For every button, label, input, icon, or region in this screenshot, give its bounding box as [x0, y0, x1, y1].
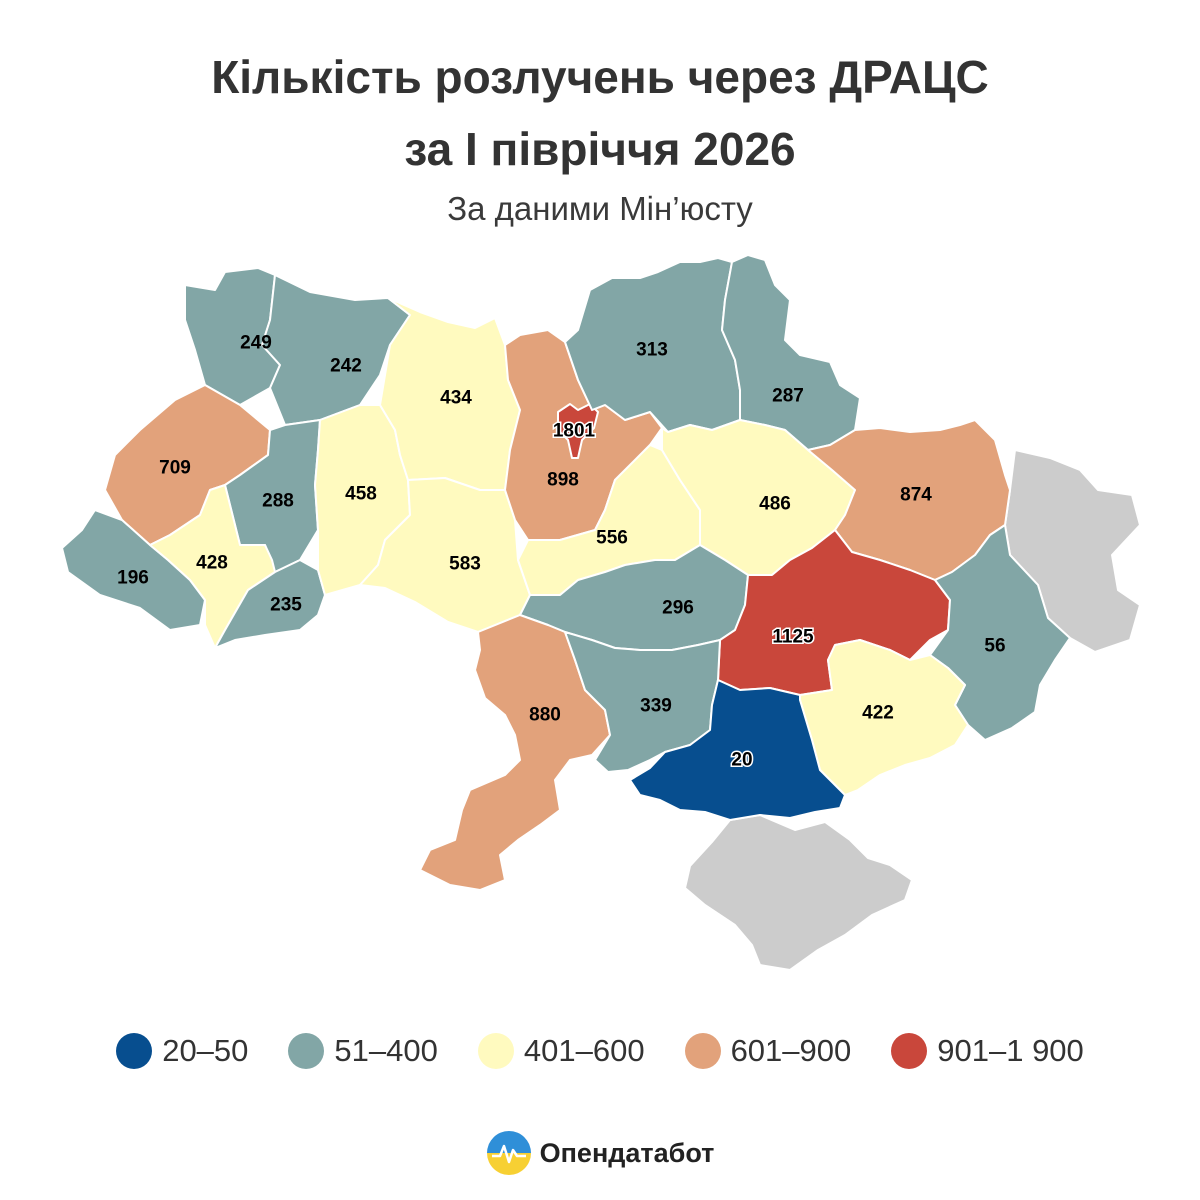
label-kyiv-city: 1801: [553, 421, 596, 442]
label-kyiv-oblast: 898: [547, 470, 579, 491]
region-labels: 249 242 709 288 428 196 235 458 434 583 …: [117, 333, 1005, 773]
label-kharkiv: 874: [900, 485, 932, 506]
legend-label: 51–400: [334, 1033, 438, 1068]
label-ternopil: 288: [262, 491, 294, 512]
legend: 20–50 51–400 401–600 601–900 901–1 900: [0, 1033, 1200, 1069]
legend-swatch: [477, 1033, 514, 1069]
label-sumy: 287: [772, 386, 804, 407]
label-cherkasy: 556: [596, 528, 628, 549]
subtitle: За даними Мін’юсту: [447, 190, 753, 227]
label-chernihiv: 313: [636, 340, 668, 361]
label-luhansk: 56: [984, 636, 1005, 657]
legend-swatch: [891, 1033, 928, 1069]
legend-label: 901–1 900: [937, 1033, 1084, 1068]
legend-swatch: [288, 1033, 325, 1069]
brand: Опендатабот: [0, 1130, 1200, 1176]
ukraine-map: 249 242 709 288 428 196 235 458 434 583 …: [61, 254, 1141, 971]
legend-item-901-1900: 901–1 900: [891, 1033, 1084, 1069]
region-crimea: [684, 814, 913, 971]
label-zaporizhzhia: 422: [862, 703, 894, 724]
label-zhytomyr: 434: [440, 388, 472, 409]
label-kherson: 20: [731, 750, 752, 771]
label-zakarpattia: 196: [117, 568, 149, 589]
label-volyn: 249: [240, 333, 272, 354]
legend-label: 601–900: [730, 1033, 852, 1068]
legend-item-401-600: 401–600: [477, 1033, 645, 1069]
region-kyiv-city: [557, 403, 599, 459]
brand-name: Опендатабот: [539, 1137, 715, 1168]
legend-label: 401–600: [523, 1033, 645, 1068]
label-poltava: 486: [759, 494, 791, 515]
label-khmelnytskyi: 458: [345, 484, 377, 505]
legend-label: 20–50: [162, 1033, 249, 1068]
legend-swatch: [116, 1033, 153, 1069]
label-chernivtsi: 235: [270, 595, 302, 616]
label-mykolaiv: 339: [640, 696, 672, 717]
legend-item-20-50: 20–50: [116, 1033, 248, 1069]
legend-item-601-900: 601–900: [684, 1033, 852, 1069]
title-line-2: за І півріччя 2026: [404, 123, 796, 175]
opendatabot-logo-icon: [486, 1131, 531, 1175]
title-line-1: Кількість розлучень через ДРАЦС: [211, 51, 989, 103]
region-chernivtsi: [214, 559, 326, 649]
label-dnipropetrovsk: 1125: [772, 627, 814, 648]
legend-swatch: [684, 1033, 721, 1069]
region-kherson: [629, 679, 846, 821]
label-ivano-frankivsk: 428: [196, 553, 228, 574]
label-kirovohrad: 296: [662, 598, 694, 619]
label-rivne: 242: [330, 356, 362, 377]
legend-item-51-400: 51–400: [288, 1033, 438, 1069]
label-odesa: 880: [529, 705, 561, 726]
label-vinnytsia: 583: [449, 554, 481, 575]
label-lviv: 709: [159, 458, 191, 479]
